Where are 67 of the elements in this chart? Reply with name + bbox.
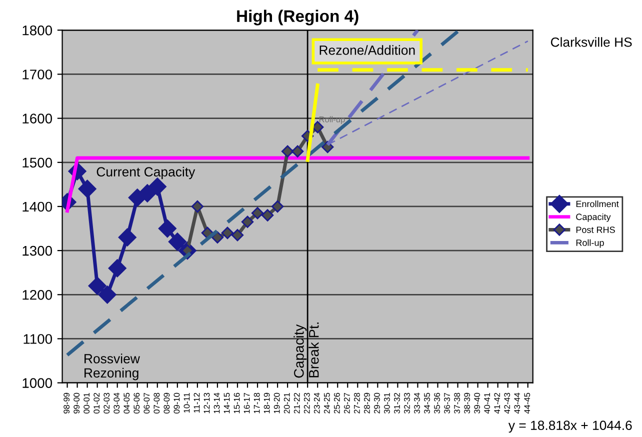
x-tick-label: 05-06 <box>134 392 140 414</box>
x-tick-label: 39-40 <box>474 392 480 414</box>
y-tick-label: 1200 <box>22 290 52 300</box>
legend-label: Post RHS <box>576 226 615 234</box>
x-tick-label: 20-21 <box>284 392 290 414</box>
x-tick-label: 16-17 <box>244 392 250 414</box>
x-tick-label: 00-01 <box>84 392 90 414</box>
annotation: Rezone/Addition <box>320 45 415 55</box>
x-tick-label: 15-16 <box>234 392 240 414</box>
annotation: Rossview Rezoning <box>84 354 140 380</box>
x-tick-label: 44-45 <box>524 392 530 414</box>
x-tick-label: 38-39 <box>464 392 470 414</box>
x-tick-label: 19-20 <box>274 392 280 414</box>
text: y = 18.818x + 1044.6 <box>508 420 632 433</box>
x-tick-label: 33-34 <box>414 392 420 414</box>
y-tick-label: 1100 <box>24 334 52 344</box>
x-tick-label: 22-23 <box>304 392 310 414</box>
x-tick-label: 29-30 <box>374 392 380 414</box>
text: Clarksville HS <box>550 37 632 47</box>
x-tick-label: 06-07 <box>144 392 150 414</box>
y-tick-label: 1400 <box>22 202 52 212</box>
x-tick-label: 43-44 <box>514 392 520 414</box>
y-tick-label: 1800 <box>22 25 52 36</box>
x-tick-label: 31-32 <box>394 392 400 414</box>
y-tick-label: 1000 <box>22 378 52 388</box>
x-tick-label: 23-24 <box>314 392 320 414</box>
y-tick-label: 1700 <box>22 70 52 80</box>
x-tick-label: 35-36 <box>434 392 440 414</box>
x-tick-label: 30-31 <box>384 392 390 414</box>
x-tick-label: 12-13 <box>204 392 210 414</box>
x-tick-label: 18-19 <box>264 392 270 414</box>
x-tick-label: 02-03 <box>104 392 110 414</box>
x-tick-label: 17-18 <box>254 392 260 414</box>
x-tick-label: 08-09 <box>164 392 170 414</box>
x-tick-label: 01-02 <box>94 392 100 414</box>
x-tick-label: 21-22 <box>294 392 300 414</box>
x-tick-label: 07-08 <box>154 392 160 414</box>
x-tick-label: 34-35 <box>424 392 430 414</box>
x-tick-label: 32-33 <box>404 392 410 414</box>
legend-label: Enrollment <box>576 200 619 208</box>
x-tick-label: 42-43 <box>504 392 510 414</box>
x-tick-label: 99-00 <box>74 392 80 414</box>
x-tick-label: 98-99 <box>64 392 70 414</box>
legend-label: Capacity <box>576 213 611 222</box>
x-tick-label: 25-26 <box>334 392 340 414</box>
x-tick-label: 28-29 <box>364 392 370 414</box>
x-tick-label: 37-38 <box>454 392 460 414</box>
x-tick-label: 11-12 <box>194 392 200 413</box>
chart-title: High (Region 4) <box>237 10 358 26</box>
x-tick-label: 04-05 <box>124 392 130 414</box>
annotation: Current Capacity <box>96 166 196 180</box>
y-tick-label: 1600 <box>22 114 52 124</box>
legend-label: Roll-up <box>576 239 604 248</box>
y-tick-label: 1500 <box>22 158 52 168</box>
x-tick-label: 10-11 <box>184 392 190 413</box>
x-tick-label: 41-42 <box>494 392 500 414</box>
x-tick-label: 09-10 <box>174 392 180 414</box>
x-tick-label: 40-41 <box>484 392 490 414</box>
y-tick-label: 1300 <box>22 246 52 256</box>
x-tick-label: 27-28 <box>354 392 360 414</box>
x-tick-label: 14-15 <box>224 392 230 414</box>
x-tick-label: 03-04 <box>114 392 120 414</box>
x-tick-label: 24-25 <box>324 392 330 414</box>
x-tick-label: 13-14 <box>214 392 220 414</box>
x-tick-label: 26-27 <box>344 392 350 414</box>
ref-line-label: Capacity Break Pt. <box>294 322 319 378</box>
x-tick-label: 36-37 <box>444 392 450 414</box>
